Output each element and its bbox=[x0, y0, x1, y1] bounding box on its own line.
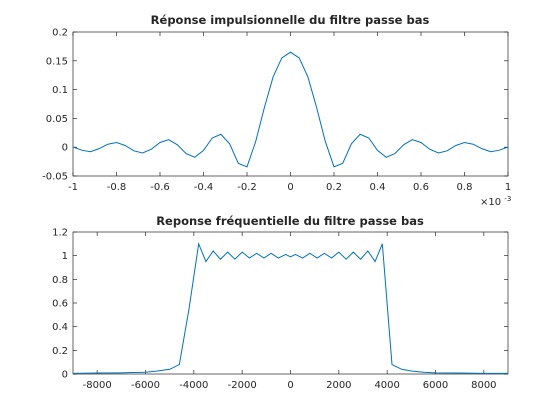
frequency-response-x-tick-label: 8000 bbox=[471, 380, 496, 391]
frequency-response-title: Reponse fréquentielle du filtre passe ba… bbox=[156, 214, 424, 228]
frequency-response-chart: Reponse fréquentielle du filtre passe ba… bbox=[52, 214, 509, 391]
frequency-response-axes bbox=[72, 231, 509, 375]
frequency-response-y-tick-label: 0.6 bbox=[52, 299, 68, 310]
impulse-response-x-tick-label: 1 bbox=[505, 182, 511, 193]
frequency-response-y-ticks: 0 0.2 0.4 0.6 0.8 1 1.2 bbox=[52, 228, 508, 381]
impulse-response-x-tick-label: 0.6 bbox=[413, 182, 429, 193]
impulse-response-x-tick-label: -0.2 bbox=[237, 182, 257, 193]
impulse-response-axes bbox=[72, 31, 509, 177]
impulse-response-title: Réponse impulsionnelle du filtre passe b… bbox=[151, 13, 430, 27]
frequency-response-x-tick-label: -2000 bbox=[228, 380, 257, 391]
frequency-response-x-tick-label: -4000 bbox=[179, 380, 208, 391]
frequency-response-x-tick-label: 4000 bbox=[374, 380, 399, 391]
impulse-response-y-tick-label: -0.05 bbox=[42, 172, 68, 183]
x-axis-exponent-power: -3 bbox=[504, 195, 511, 203]
impulse-response-x-tick-label: -0.4 bbox=[194, 182, 214, 193]
impulse-response-y-tick-label: 0 bbox=[62, 143, 68, 154]
impulse-response-x-tick-label: 0.4 bbox=[370, 182, 386, 193]
impulse-response-y-tick-label: 0.1 bbox=[52, 85, 68, 96]
frequency-response-y-tick-label: 0.8 bbox=[52, 275, 68, 286]
impulse-response-y-ticks: -0.05 0 0.05 0.1 0.15 0.2 bbox=[42, 28, 508, 183]
frequency-response-curve bbox=[72, 241, 508, 374]
impulse-response-y-tick-label: 0.05 bbox=[46, 114, 68, 125]
frequency-response-y-tick-label: 0 bbox=[62, 370, 68, 381]
x-axis-exponent-base: ×10 bbox=[480, 197, 501, 208]
frequency-response-x-tick-label: 6000 bbox=[423, 380, 448, 391]
frequency-response-y-tick-label: 1.2 bbox=[52, 228, 68, 239]
impulse-response-chart: Réponse impulsionnelle du filtre passe b… bbox=[42, 13, 511, 208]
frequency-response-x-tick-label: -6000 bbox=[131, 380, 160, 391]
x-axis-exponent: ×10 -3 bbox=[480, 195, 511, 208]
frequency-response-y-tick-label: 1 bbox=[62, 251, 68, 262]
frequency-response-x-tick-label: -8000 bbox=[83, 380, 112, 391]
frequency-response-x-ticks: -8000 -6000 -4000 -2000 0 2000 4000 6000 8000 bbox=[83, 232, 497, 391]
impulse-response-curve bbox=[72, 51, 509, 168]
impulse-response-x-tick-label: -1 bbox=[68, 182, 78, 193]
impulse-response-x-tick-label: -0.8 bbox=[107, 182, 127, 193]
impulse-response-x-ticks: -1 -0.8 -0.6 -0.4 -0.2 0 0.2 0.4 0.6 0.8 1 bbox=[68, 32, 511, 193]
frequency-response-y-tick-label: 0.2 bbox=[52, 346, 68, 357]
frequency-response-y-tick-label: 0.4 bbox=[52, 322, 68, 333]
impulse-response-x-tick-label: 0 bbox=[287, 182, 293, 193]
impulse-response-x-tick-label: 0.2 bbox=[326, 182, 342, 193]
impulse-response-y-tick-label: 0.2 bbox=[52, 28, 68, 39]
impulse-response-x-tick-label: 0.8 bbox=[457, 182, 473, 193]
frequency-response-x-tick-label: 0 bbox=[287, 380, 293, 391]
impulse-response-y-tick-label: 0.15 bbox=[46, 56, 68, 67]
impulse-response-x-tick-label: -0.6 bbox=[150, 182, 170, 193]
frequency-response-x-tick-label: 2000 bbox=[326, 380, 351, 391]
